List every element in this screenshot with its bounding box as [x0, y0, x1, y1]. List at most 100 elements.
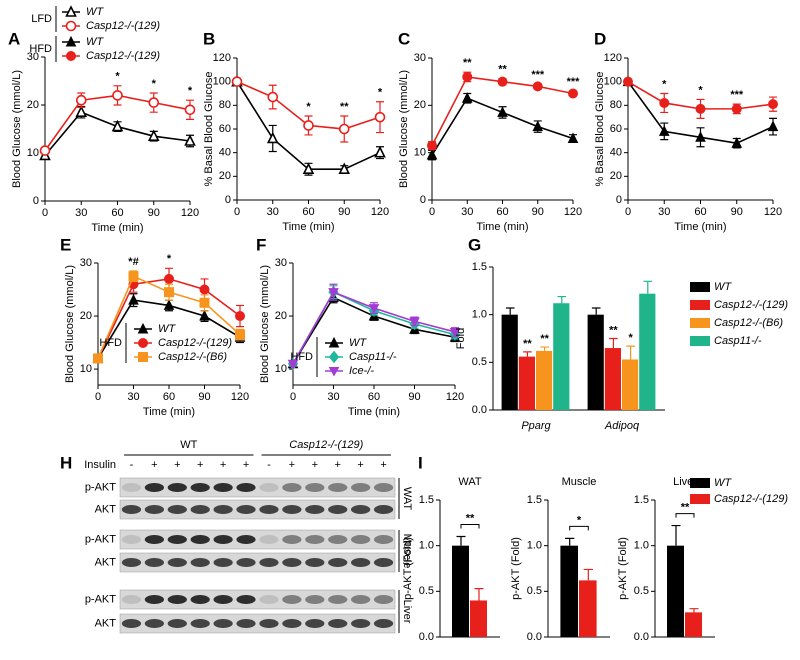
legend-label: Casp12-/-(129): [158, 337, 232, 349]
y-tick-label: 10: [275, 363, 287, 375]
legend-label: Casp12-/-(129): [86, 50, 160, 62]
bar: [553, 303, 570, 410]
significance: **: [498, 64, 507, 76]
blot-band: [236, 483, 256, 492]
significance: *: [306, 101, 311, 113]
y-tick-label: 30: [275, 257, 287, 269]
error-bar: [626, 345, 635, 360]
blot-band: [190, 535, 210, 544]
legend-label: WT: [349, 337, 367, 349]
chart-title: Muscle: [562, 476, 597, 488]
blot-band: [190, 619, 210, 628]
marker: [449, 327, 461, 338]
blot-band: [373, 505, 394, 514]
y-tick-label: 20: [275, 310, 287, 322]
x-tick-label: 120: [371, 206, 389, 218]
row-label: AKT: [95, 503, 117, 515]
marker: [695, 131, 706, 142]
y-tick-label: 0: [33, 195, 39, 207]
y-tick-label: 0.5: [527, 585, 542, 597]
panel-label: G: [468, 235, 481, 254]
panel-label: F: [256, 235, 266, 254]
blot-band: [328, 619, 348, 628]
marker: [266, 131, 279, 144]
marker: [163, 299, 175, 310]
blot-band: [236, 558, 256, 567]
y-tick-label: 10: [80, 363, 92, 375]
blot-band: [259, 505, 279, 514]
blot-band: [305, 483, 325, 492]
y-tick-label: 10: [414, 147, 426, 159]
panel-label: B: [203, 29, 215, 48]
marker: [147, 129, 160, 141]
y-tick-label: 20: [80, 310, 92, 322]
x-tick-label: 30: [461, 206, 473, 218]
blot-band: [259, 558, 279, 567]
x-tick-label: 90: [408, 391, 420, 403]
significance: *#: [128, 256, 138, 268]
significance: *: [698, 84, 703, 96]
marker: [374, 111, 386, 123]
x-tick-label: 30: [658, 206, 670, 218]
significance: *: [577, 514, 582, 526]
blot-band: [190, 558, 210, 567]
legend-label: WT: [714, 281, 732, 293]
x-tick-label: 90: [532, 206, 544, 218]
marker: [235, 329, 245, 340]
blot-band: [351, 505, 371, 514]
marker: [374, 145, 386, 158]
legend-label: Casp12-/-(B6): [158, 351, 227, 363]
legend-marker: [65, 35, 77, 47]
x-tick-label: 30: [127, 391, 139, 403]
blot-band: [305, 619, 325, 628]
error-bar: [565, 537, 575, 546]
bar: [518, 356, 535, 410]
blot-band: [236, 595, 256, 604]
legend-label: WT: [86, 6, 104, 18]
insulin-sign: +: [289, 459, 295, 471]
bar: [587, 314, 604, 410]
insulin-label: Insulin: [84, 459, 116, 471]
legend-marker: [138, 338, 148, 348]
bracket: [569, 525, 589, 531]
x-tick-label: 0: [429, 206, 435, 218]
marker: [75, 94, 87, 106]
marker: [426, 148, 438, 160]
x-axis-label: Time (min): [91, 222, 143, 234]
y-axis-label: % Basal Blood Glucose: [203, 72, 215, 187]
y-tick-label: 30: [80, 257, 92, 269]
blot-band: [328, 595, 348, 604]
error-bar: [557, 295, 567, 304]
blot-band: [144, 619, 164, 628]
y-tick-label: 0.5: [472, 356, 487, 368]
x-tick-label: 0: [290, 391, 296, 403]
blot-band: [282, 595, 302, 604]
marker: [267, 91, 279, 103]
y-tick-label: 40: [610, 147, 622, 159]
panel-label: D: [594, 29, 606, 48]
blot-band: [373, 595, 394, 604]
blot-band: [121, 595, 142, 604]
x-tick-label: 120: [564, 206, 582, 218]
legend-swatch: [690, 494, 710, 504]
marker: [338, 123, 350, 135]
insulin-sign: -: [130, 459, 134, 471]
blot-band: [190, 483, 210, 492]
blot-band: [121, 619, 142, 628]
marker: [199, 284, 210, 295]
error-bar: [474, 587, 484, 601]
legend-group: HFD: [290, 351, 313, 363]
marker: [235, 311, 245, 322]
blot-band: [190, 595, 210, 604]
y-tick-label: 60: [219, 123, 231, 135]
blot-band: [121, 505, 142, 514]
blot-band: [167, 535, 187, 544]
legend-label: Casp12-/-(129): [86, 20, 160, 32]
blot-band: [213, 619, 233, 628]
y-tick-label: 1.5: [419, 494, 434, 506]
blot-band: [282, 558, 302, 567]
marker: [128, 294, 139, 305]
blot-band: [282, 505, 302, 514]
marker: [303, 120, 314, 131]
blot-band: [213, 595, 233, 604]
